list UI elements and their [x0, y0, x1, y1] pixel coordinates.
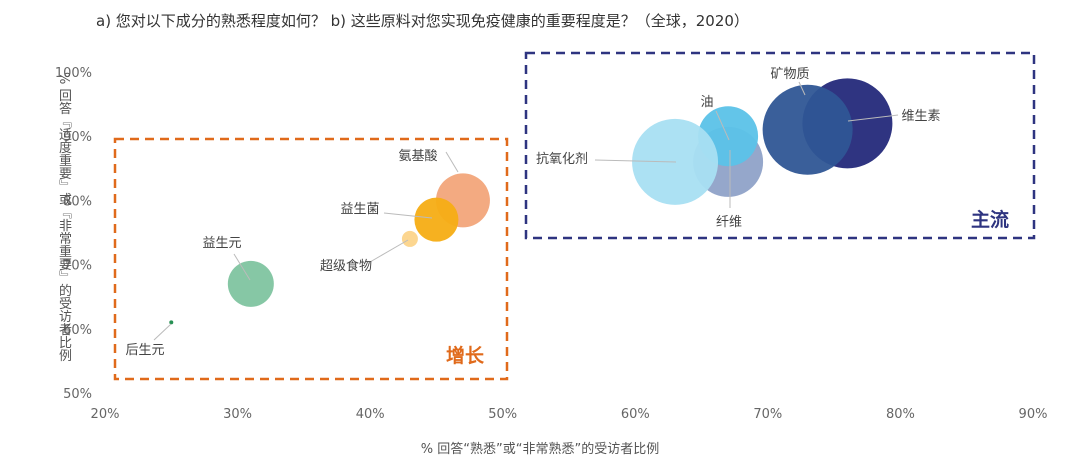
bubble-label: 纤维	[716, 215, 742, 230]
y-tick-label: 90%	[63, 130, 92, 145]
leader-line	[847, 114, 899, 122]
group-boxes: 增长 主流	[113, 51, 1036, 381]
x-tick-label: 60%	[621, 407, 650, 422]
bubble-label: 油	[700, 95, 713, 110]
mainstream-box	[524, 51, 1036, 240]
x-tick-label: 20%	[91, 407, 120, 422]
x-axis-label: % 回答“熟悉”或“非常熟悉”的受访者比例	[420, 442, 660, 457]
bubble-label: 后生元	[125, 343, 164, 358]
y-tick-label: 50%	[63, 387, 92, 402]
leader-line	[594, 159, 677, 163]
bubble	[762, 84, 853, 175]
bubble-label: 氨基酸	[398, 149, 437, 164]
mainstream-label: 主流	[971, 208, 1009, 231]
bubble-label: 矿物质	[770, 67, 809, 82]
bubble-label: 维生素	[901, 109, 940, 124]
bubbles	[169, 78, 893, 325]
leader-line	[369, 239, 409, 263]
y-axis-label: % 回答『适度重要』或『非常重要』的受访者比例	[56, 72, 71, 362]
bubble-label: 抗氧化剂	[536, 152, 588, 167]
x-tick-label: 50%	[488, 407, 517, 422]
growth-label: 增长	[446, 344, 485, 367]
bubble	[414, 197, 459, 242]
bubble	[227, 260, 274, 307]
bubble-label: 益生元	[202, 236, 241, 251]
leader-line	[445, 151, 459, 173]
x-tick-label: 30%	[223, 407, 252, 422]
y-tick-label: 60%	[63, 323, 92, 338]
bubble	[169, 320, 174, 325]
x-tick-label: 80%	[886, 407, 915, 422]
chart-title: a) 您对以下成分的熟悉程度如何？ b) 这些原料对您实现免疫健康的重要程度是？…	[96, 12, 749, 30]
y-tick-label: 100%	[55, 66, 92, 81]
leader-line	[153, 323, 172, 341]
leader-line	[233, 253, 251, 281]
x-tick-label: 40%	[356, 407, 385, 422]
y-tick-label: 80%	[63, 194, 92, 209]
leader-line	[798, 81, 806, 96]
y-tick-label: 70%	[63, 259, 92, 274]
bubble-label: 益生菌	[340, 202, 379, 217]
bubble	[401, 230, 418, 247]
axes: 20% 30% 40% 50% 60% 70% 80% 90% 50% 60% 70% 80% 90% 1…	[55, 66, 1048, 422]
bubble-label: 超级食物	[320, 258, 372, 274]
x-tick-label: 70%	[753, 407, 782, 422]
leader-line	[383, 212, 433, 219]
leader-line	[715, 110, 730, 141]
growth-box	[113, 137, 509, 381]
x-tick-label: 90%	[1019, 407, 1048, 422]
